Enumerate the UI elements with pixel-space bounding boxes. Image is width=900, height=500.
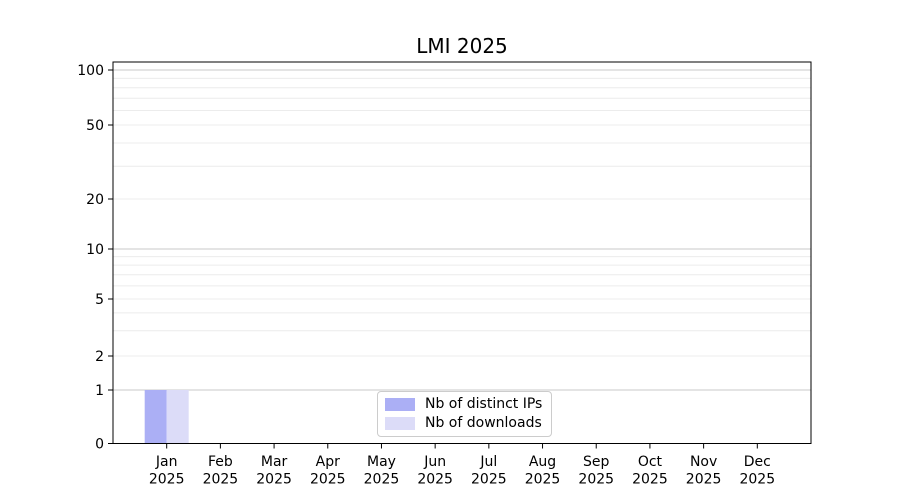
x-tick-label-month: Sep xyxy=(583,454,610,470)
x-tick-label-month: Dec xyxy=(744,454,771,470)
x-tick-label-year: 2025 xyxy=(256,472,292,488)
y-tick-label: 50 xyxy=(86,118,104,134)
x-tick-label-month: Jul xyxy=(479,454,497,470)
x-tick-label-year: 2025 xyxy=(471,472,507,488)
x-tick-label-year: 2025 xyxy=(203,472,239,488)
x-tick-label-year: 2025 xyxy=(417,472,453,488)
x-tick-label-month: May xyxy=(367,454,396,470)
x-tick-label-year: 2025 xyxy=(525,472,561,488)
x-tick-label-month: Feb xyxy=(208,454,233,470)
y-tick-label: 0 xyxy=(95,437,104,453)
y-tick-label: 20 xyxy=(86,192,104,208)
x-tick-label-year: 2025 xyxy=(364,472,400,488)
legend-swatch-downloads xyxy=(385,417,415,430)
x-tick-label-month: Jan xyxy=(155,454,178,470)
y-tick-label: 5 xyxy=(95,292,104,308)
legend-swatch-distinct-ips xyxy=(385,398,415,411)
x-tick-label-year: 2025 xyxy=(578,472,614,488)
y-tick-label: 2 xyxy=(95,349,104,365)
x-tick-label-month: Aug xyxy=(529,454,556,470)
x-tick-label-month: Nov xyxy=(690,454,717,470)
y-tick-label: 1 xyxy=(95,383,104,399)
legend-label-downloads: Nb of downloads xyxy=(425,415,542,431)
y-tick-label: 10 xyxy=(86,242,104,258)
x-tick-label-year: 2025 xyxy=(310,472,346,488)
bar-distinct-ips-jan xyxy=(144,390,167,444)
legend: Nb of distinct IPs Nb of downloads xyxy=(377,391,553,437)
plot-frame xyxy=(112,61,812,444)
x-tick-label-year: 2025 xyxy=(632,472,668,488)
legend-row-downloads: Nb of downloads xyxy=(385,415,542,432)
x-tick-label-year: 2025 xyxy=(739,472,775,488)
chart-title: LMI 2025 xyxy=(416,34,508,58)
x-tick-label-year: 2025 xyxy=(149,472,185,488)
x-tick-label-month: Jun xyxy=(423,454,446,470)
y-tick-label: 100 xyxy=(77,63,104,79)
legend-label-distinct-ips: Nb of distinct IPs xyxy=(425,396,543,412)
x-tick-label-month: Mar xyxy=(261,454,288,470)
x-tick-label-month: Apr xyxy=(316,454,340,470)
legend-row-distinct-ips: Nb of distinct IPs xyxy=(385,396,542,413)
bar-downloads-jan xyxy=(166,390,189,444)
x-tick-label-month: Oct xyxy=(638,454,663,470)
x-tick-label-year: 2025 xyxy=(686,472,722,488)
